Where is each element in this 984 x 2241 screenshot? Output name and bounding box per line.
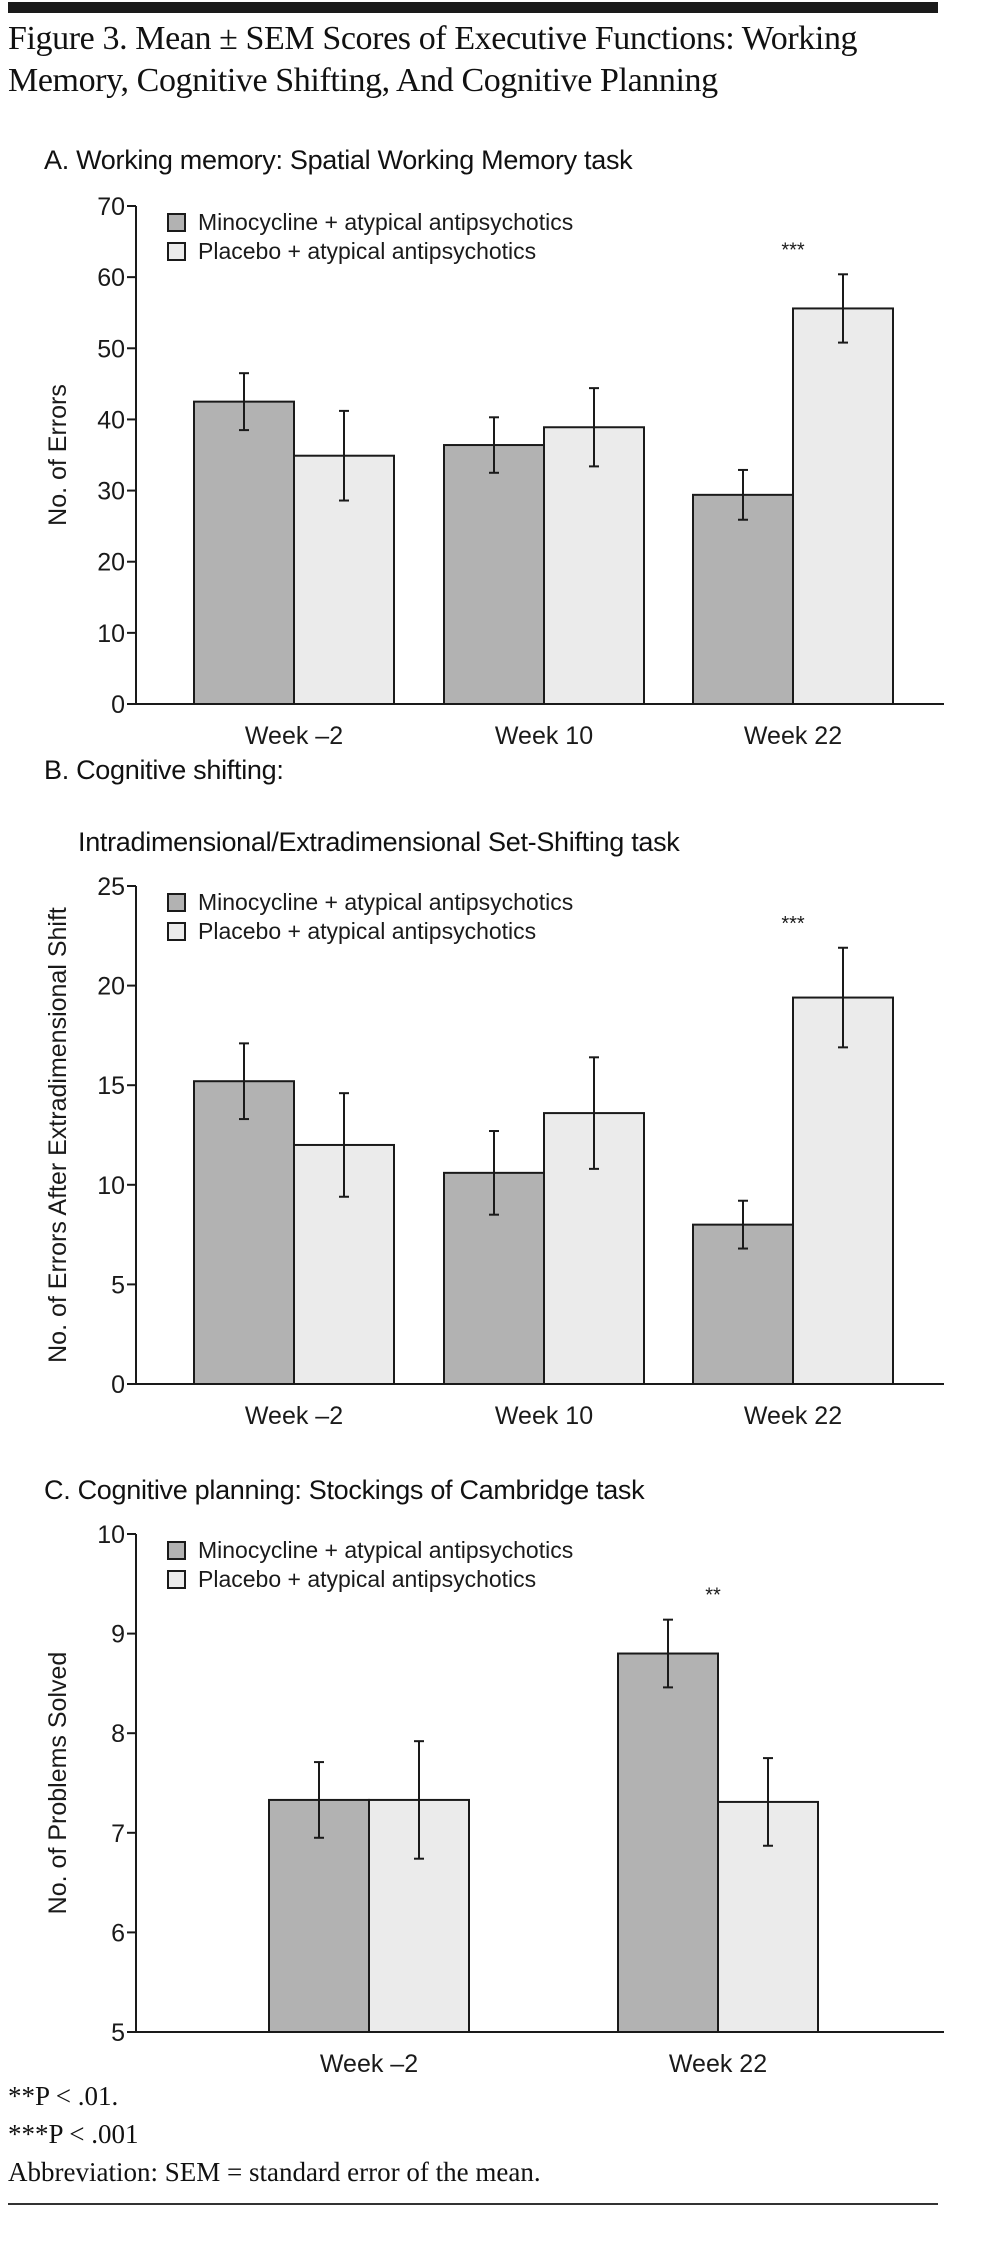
y-tick-label: 7 <box>111 1820 125 1848</box>
x-category-label: Week –2 <box>245 1402 343 1430</box>
significance-marker: *** <box>781 913 805 935</box>
legend-swatch <box>167 1541 186 1560</box>
x-category-label: Week 10 <box>495 722 593 750</box>
y-tick-label: 5 <box>111 1271 125 1299</box>
bar <box>692 1223 794 1386</box>
legend-swatch <box>167 922 186 941</box>
footnote-abbreviation: Abbreviation: SEM = standard error of th… <box>8 2157 541 2187</box>
y-tick-label: 8 <box>111 1720 125 1748</box>
bar <box>792 996 894 1385</box>
y-tick-label: 0 <box>111 1371 125 1399</box>
y-tick-label: 60 <box>97 264 125 292</box>
y-tick-label: 10 <box>97 1172 125 1200</box>
y-tick-label: 5 <box>111 2019 125 2047</box>
bar <box>692 493 794 705</box>
bar <box>443 444 545 705</box>
y-tick-label: 50 <box>97 335 125 363</box>
significance-marker: ** <box>705 1585 721 1607</box>
x-category-label: Week 22 <box>744 722 842 750</box>
figure-title-line2: Memory, Cognitive Shifting, And Cognitiv… <box>8 62 718 99</box>
top-rule <box>8 2 938 13</box>
y-tick-label: 20 <box>97 549 125 577</box>
legend-label: Placebo + atypical antipsychotics <box>198 1566 536 1592</box>
legend-label: Placebo + atypical antipsychotics <box>198 918 536 944</box>
significance-marker: *** <box>781 239 805 261</box>
panel-c-title: C. Cognitive planning: Stockings of Camb… <box>44 1475 645 1505</box>
y-tick-label: 15 <box>97 1072 125 1100</box>
bar <box>792 307 894 705</box>
legend-swatch <box>167 213 186 232</box>
footnote-p01: **P < .01. <box>8 2081 119 2111</box>
legend-label: Placebo + atypical antipsychotics <box>198 238 536 264</box>
y-axis-label: No. of Problems Solved <box>44 1652 72 1915</box>
y-tick-label: 6 <box>111 1919 125 1947</box>
x-category-label: Week 22 <box>744 1402 842 1430</box>
chart-panel-c: 5 6 7 8 9 10 No. of Problems Solved Minocycline… <box>44 1521 944 2078</box>
bottom-rule <box>8 2203 938 2205</box>
x-category-label: Week –2 <box>245 722 343 750</box>
legend-label: Minocycline + atypical antipsychotics <box>198 1537 573 1563</box>
chart-panel-a: 0 10 20 30 40 50 60 70 No. of Errors Minocycline … <box>44 193 944 750</box>
y-tick-label: 30 <box>97 478 125 506</box>
legend-swatch <box>167 1570 186 1589</box>
bar <box>193 400 295 705</box>
x-category-label: Week –2 <box>320 2050 418 2078</box>
chart-panel-b: 0 5 10 15 20 25 No. of Errors After Extradimen… <box>44 873 944 1430</box>
legend-label: Minocycline + atypical antipsychotics <box>198 889 573 915</box>
legend-label: Minocycline + atypical antipsychotics <box>198 209 573 235</box>
legend-swatch <box>167 242 186 261</box>
bar <box>193 1080 295 1385</box>
y-tick-label: 25 <box>97 873 125 901</box>
footnote-p001: ***P < .001 <box>8 2119 139 2149</box>
legend-swatch <box>167 893 186 912</box>
y-tick-label: 10 <box>97 1521 125 1549</box>
x-category-label: Week 10 <box>495 1402 593 1430</box>
figure-title-line1: Figure 3. Mean ± SEM Scores of Executive… <box>8 20 858 57</box>
y-tick-label: 9 <box>111 1621 125 1649</box>
y-tick-label: 40 <box>97 406 125 434</box>
bar <box>617 1652 719 2034</box>
panel-b-title: B. Cognitive shifting: <box>44 755 284 785</box>
bar <box>543 426 645 706</box>
y-tick-label: 10 <box>97 620 125 648</box>
panel-b-subtitle: Intradimensional/Extradimensional Set-Sh… <box>78 827 680 857</box>
y-axis-label: No. of Errors <box>44 384 72 526</box>
figure-title: Figure 3. Mean ± SEM Scores of Executive… <box>8 18 968 102</box>
x-category-label: Week 22 <box>669 2050 767 2078</box>
y-tick-label: 20 <box>97 973 125 1001</box>
y-axis-label: No. of Errors After Extradimensional Shi… <box>44 907 72 1363</box>
panel-a-title: A. Working memory: Spatial Working Memor… <box>44 145 633 175</box>
y-tick-label: 70 <box>97 193 125 221</box>
y-tick-label: 0 <box>111 691 125 719</box>
